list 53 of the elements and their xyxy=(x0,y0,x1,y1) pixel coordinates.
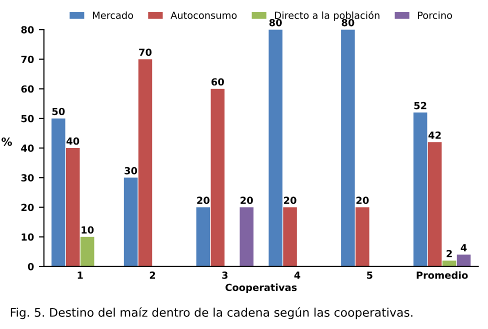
x-tick-label: 5 xyxy=(367,272,372,279)
y-tick-label: 20 xyxy=(21,204,34,212)
x-tick-label: 3 xyxy=(222,272,228,279)
y-axis-title: % xyxy=(2,137,12,146)
x-tick-label: 2 xyxy=(150,272,156,279)
bar xyxy=(268,30,282,266)
caption: Fig. 5. Destino del maíz dentro de la cadena según las cooperativas. xyxy=(10,307,412,320)
data-label: 20 xyxy=(356,196,369,204)
y-tick-label: 50 xyxy=(21,114,34,122)
legend-label: Mercado xyxy=(92,11,134,19)
legend-label: Porcino xyxy=(418,11,452,19)
y-tick-label: 30 xyxy=(21,174,34,182)
bar xyxy=(240,207,254,266)
y-tick-label: 80 xyxy=(21,26,34,34)
legend-label: Autoconsumo xyxy=(170,12,237,19)
y-tick-label: 60 xyxy=(21,85,34,93)
bar xyxy=(80,236,94,266)
y-tick-label: 10 xyxy=(22,233,34,241)
data-label: 52 xyxy=(414,102,426,110)
data-label: 30 xyxy=(124,167,138,174)
data-label: 10 xyxy=(82,226,94,234)
y-tick-label: 0 xyxy=(28,262,34,270)
data-label: 80 xyxy=(269,18,282,26)
data-label: 80 xyxy=(342,18,354,26)
bar xyxy=(456,254,471,266)
bar xyxy=(52,118,66,266)
data-label: 4 xyxy=(460,244,467,252)
bar xyxy=(356,207,370,266)
data-label: 50 xyxy=(52,108,65,116)
bar xyxy=(196,207,210,266)
data-label: 42 xyxy=(428,132,441,139)
data-label: 20 xyxy=(284,196,296,204)
bar xyxy=(341,30,355,266)
x-tick-label: 4 xyxy=(294,272,300,279)
bar xyxy=(138,59,152,266)
data-label: 2 xyxy=(446,250,452,258)
bar xyxy=(210,88,225,266)
bar xyxy=(442,260,456,266)
y-tick-label: 40 xyxy=(21,144,34,152)
data-label: 20 xyxy=(197,196,210,204)
data-label: 70 xyxy=(139,48,152,56)
data-label: 60 xyxy=(211,78,224,86)
bar xyxy=(428,142,442,266)
bar xyxy=(283,207,297,266)
data-label: 40 xyxy=(66,137,80,145)
y-tick-label: 70 xyxy=(21,56,34,64)
x-tick-label: 1 xyxy=(78,272,83,279)
bar xyxy=(413,112,428,266)
x-axis-title: Cooperativas xyxy=(226,284,297,293)
bar xyxy=(66,148,80,266)
x-tick-label: Promedio xyxy=(416,271,468,279)
data-label: 20 xyxy=(240,196,253,204)
bar xyxy=(124,178,138,266)
